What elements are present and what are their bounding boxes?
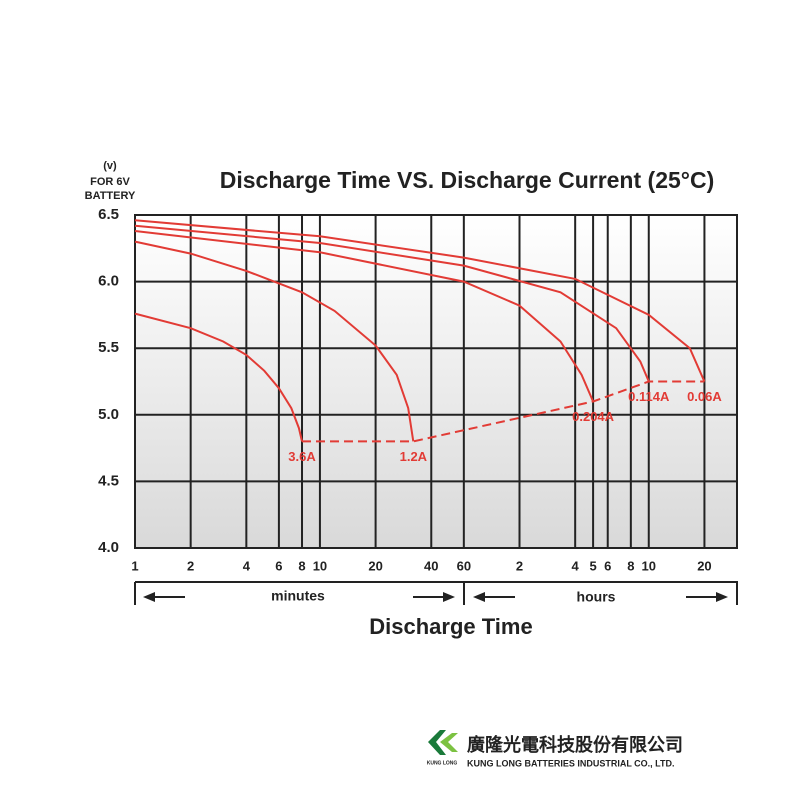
y-tick-label: 5.0 xyxy=(98,406,119,423)
x-tick-label: 8 xyxy=(627,558,634,573)
unit-brackets xyxy=(134,581,738,605)
logo-mark: KUNG LONG xyxy=(427,760,458,766)
discharge-curve xyxy=(134,240,415,442)
x-tick-label: 8 xyxy=(298,558,305,573)
curve-label: 0.204A xyxy=(572,409,615,424)
x-tick-label: 2 xyxy=(187,558,194,573)
discharge-curve xyxy=(134,219,706,382)
curve-label: 0.06A xyxy=(687,389,722,404)
curve-label: 1.2A xyxy=(400,449,428,464)
x-tick-label: 20 xyxy=(697,558,711,573)
company-name-en: KUNG LONG BATTERIES INDUSTRIAL CO., LTD. xyxy=(467,758,675,768)
y-axis-label: FOR 6V xyxy=(90,176,130,188)
discharge-curve xyxy=(134,312,303,442)
curve-label: 3.6A xyxy=(288,449,316,464)
plot-area xyxy=(135,215,738,548)
y-tick-label: 4.5 xyxy=(98,472,119,489)
y-tick-label: 6.0 xyxy=(98,273,119,290)
company-name: 廣隆光電科技股份有限公司 xyxy=(467,734,683,755)
logo-icon xyxy=(440,733,458,752)
x-tick-label: 1 xyxy=(131,558,138,573)
y-tick-label: 4.0 xyxy=(98,539,119,556)
logo-icon xyxy=(428,730,446,755)
x-tick-label: 20 xyxy=(368,558,382,573)
x-tick-label: 4 xyxy=(243,558,251,573)
x-tick-label: 5 xyxy=(589,558,596,573)
x-tick-label: 60 xyxy=(457,558,471,573)
x-tick-label: 40 xyxy=(424,558,438,573)
chart-title: Discharge Time VS. Discharge Current (25… xyxy=(220,167,715,193)
x-unit-label: minutes xyxy=(271,588,325,604)
x-tick-label: 10 xyxy=(642,558,656,573)
logo: KUNG LONG 廣隆光電科技股份有限公司 KUNG LONG BATTERI… xyxy=(427,730,683,768)
x-tick-label: 6 xyxy=(275,558,282,573)
x-tick-label: 6 xyxy=(604,558,611,573)
x-tick-label: 4 xyxy=(572,558,580,573)
plot-border xyxy=(134,214,738,549)
y-axis-label: (v) xyxy=(103,160,117,172)
x-axis-title: Discharge Time xyxy=(369,614,532,639)
discharge-curve xyxy=(134,224,650,382)
y-tick-label: 5.5 xyxy=(98,339,119,356)
y-axis-label: BATTERY xyxy=(85,190,136,202)
x-tick-label: 10 xyxy=(313,558,327,573)
discharge-curve xyxy=(134,230,595,402)
y-tick-label: 6.5 xyxy=(98,206,119,223)
x-tick-label: 2 xyxy=(516,558,523,573)
x-unit-label: hours xyxy=(577,589,616,605)
curve-label: 0.114A xyxy=(628,389,670,404)
